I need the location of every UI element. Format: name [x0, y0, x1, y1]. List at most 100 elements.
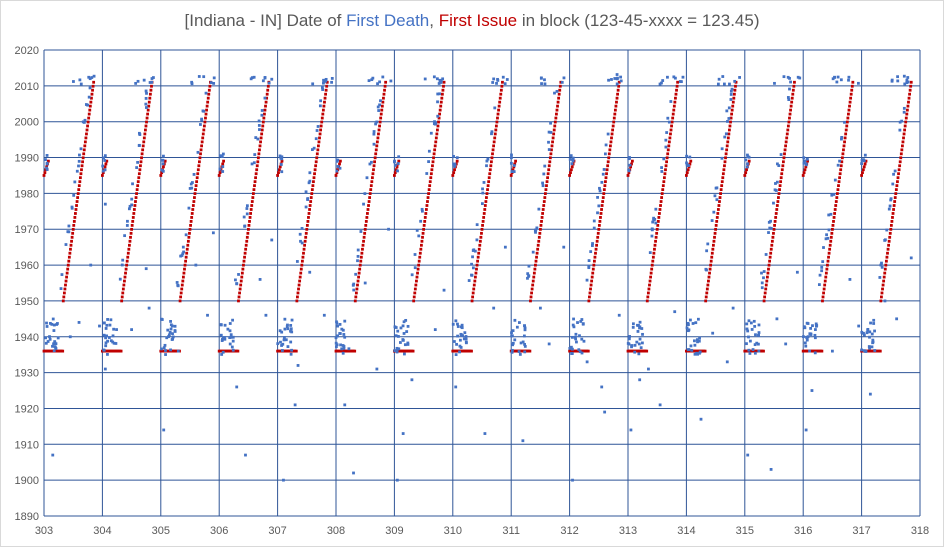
- first-issue-point: [540, 216, 544, 219]
- first-issue-point: [791, 88, 795, 92]
- first-death-point: [109, 318, 113, 322]
- first-death-point: [226, 327, 230, 331]
- first-issue-point: [660, 192, 664, 195]
- first-issue-point: [711, 247, 715, 251]
- first-death-point: [698, 336, 701, 340]
- first-death-point: [263, 96, 267, 100]
- first-death-point: [531, 250, 535, 254]
- first-issue-point: [605, 168, 609, 172]
- first-issue-point: [556, 104, 559, 108]
- first-death-point: [704, 267, 708, 271]
- first-death-point: [570, 352, 574, 355]
- y-tick-label: 1970: [15, 224, 39, 236]
- first-death-point: [696, 317, 700, 321]
- first-issue-point: [882, 279, 886, 283]
- first-issue-point: [363, 231, 367, 235]
- first-death-point: [81, 120, 85, 124]
- first-death-point: [197, 75, 201, 78]
- first-issue-point: [834, 200, 838, 203]
- first-issue-point: [828, 243, 832, 247]
- first-death-point: [253, 153, 257, 156]
- first-death-point: [722, 82, 726, 86]
- first-death-point: [187, 206, 191, 210]
- first-death-point: [543, 164, 547, 168]
- first-death-point: [603, 152, 607, 156]
- first-death-point: [630, 344, 634, 347]
- first-issue-point: [472, 283, 476, 287]
- first-issue-point: [557, 96, 561, 100]
- first-death-point: [571, 158, 575, 162]
- first-death-point: [394, 326, 398, 329]
- first-death-point: [693, 339, 696, 343]
- first-death-point: [410, 273, 414, 277]
- first-issue-point: [364, 220, 368, 223]
- first-issue-point: [704, 299, 708, 303]
- first-death-point: [281, 349, 284, 352]
- first-death-point: [587, 259, 591, 262]
- first-death-point: [774, 182, 777, 185]
- first-issue-point: [630, 159, 634, 163]
- first-death-point: [228, 329, 232, 333]
- first-issue-point: [861, 171, 864, 174]
- first-death-point: [648, 251, 652, 255]
- first-death-point: [452, 154, 455, 158]
- first-issue-point: [379, 116, 383, 120]
- first-death-point: [220, 353, 224, 356]
- first-issue-point: [484, 200, 488, 203]
- first-issue-point: [501, 80, 504, 84]
- first-issue-point: [774, 212, 778, 215]
- first-death-point: [322, 80, 326, 84]
- first-death-point: [596, 211, 599, 215]
- first-issue-point: [359, 255, 363, 259]
- first-issue-point: [555, 108, 559, 112]
- first-issue-point: [131, 216, 135, 219]
- first-issue-point: [615, 100, 618, 104]
- first-death-point: [231, 335, 235, 339]
- first-issue-point: [263, 112, 266, 116]
- first-issue-point: [78, 180, 82, 184]
- first-death-point: [664, 145, 668, 149]
- first-death-point: [51, 453, 55, 457]
- first-death-point: [883, 299, 887, 303]
- first-issue-point: [602, 188, 606, 192]
- first-issue-point: [480, 231, 483, 235]
- first-issue-point: [613, 108, 617, 112]
- first-death-point: [898, 120, 902, 124]
- y-tick-label: 1890: [15, 511, 39, 523]
- first-death-point: [835, 80, 839, 84]
- first-death-point: [860, 330, 864, 334]
- first-death-point: [486, 157, 490, 161]
- first-death-point: [289, 352, 293, 356]
- first-issue-point: [767, 263, 771, 267]
- first-death-point: [607, 78, 610, 82]
- first-issue-point: [64, 279, 68, 283]
- first-issue-point: [790, 100, 794, 104]
- first-issue-point: [140, 156, 143, 160]
- first-issue-point: [482, 212, 486, 215]
- first-death-point: [237, 273, 240, 276]
- first-issue-point: [728, 128, 731, 132]
- first-death-point: [125, 224, 129, 227]
- first-issue-point: [666, 152, 670, 156]
- first-death-point: [166, 328, 170, 332]
- first-issue-point: [903, 124, 907, 128]
- first-issue-point: [206, 96, 210, 100]
- grid-lines: [43, 49, 921, 517]
- first-death-point: [108, 323, 112, 327]
- first-issue-point: [136, 184, 140, 188]
- first-death-point: [517, 350, 521, 353]
- first-death-point: [144, 106, 148, 109]
- first-death-point: [748, 339, 752, 343]
- first-death-point: [286, 323, 289, 327]
- first-death-point: [510, 350, 514, 354]
- first-issue-point: [713, 231, 717, 235]
- first-death-point: [202, 109, 206, 113]
- title-first-issue: First Issue: [438, 11, 518, 30]
- first-issue-point: [338, 162, 341, 166]
- first-issue-point: [375, 140, 379, 144]
- first-death-point: [772, 201, 775, 205]
- first-issue-point: [130, 223, 134, 227]
- first-death-point: [887, 207, 891, 211]
- first-death-point: [307, 181, 311, 185]
